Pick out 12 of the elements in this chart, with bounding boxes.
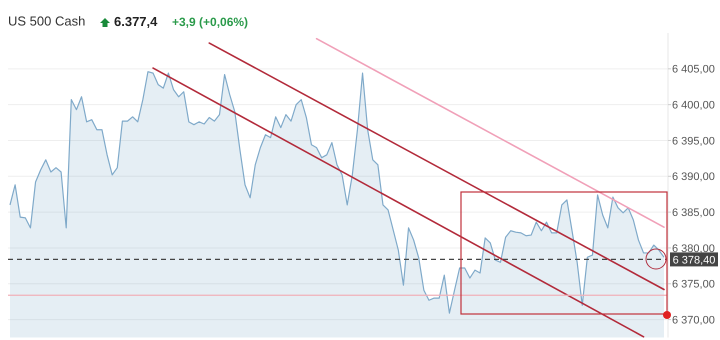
chart-title: US 500 Cash [8,13,86,28]
y-tick-label: 6 385,00 [672,206,715,219]
text: 6.377,4 [114,14,158,29]
y-tick-label: 6 405,00 [672,64,715,76]
ref-line-label: 6 378,40 [672,254,716,266]
y-tick-label: 6 380,00 [672,242,715,255]
y-tick-label: 6 400,00 [672,99,715,112]
y-tick-label: 6 395,00 [672,135,715,148]
y-tick-label: 6 390,00 [672,171,715,184]
text: +3,9 (+0,06%) [172,15,248,29]
y-tick-label: 6 370,00 [672,314,715,326]
y-tick-label: 6 375,00 [672,278,715,291]
